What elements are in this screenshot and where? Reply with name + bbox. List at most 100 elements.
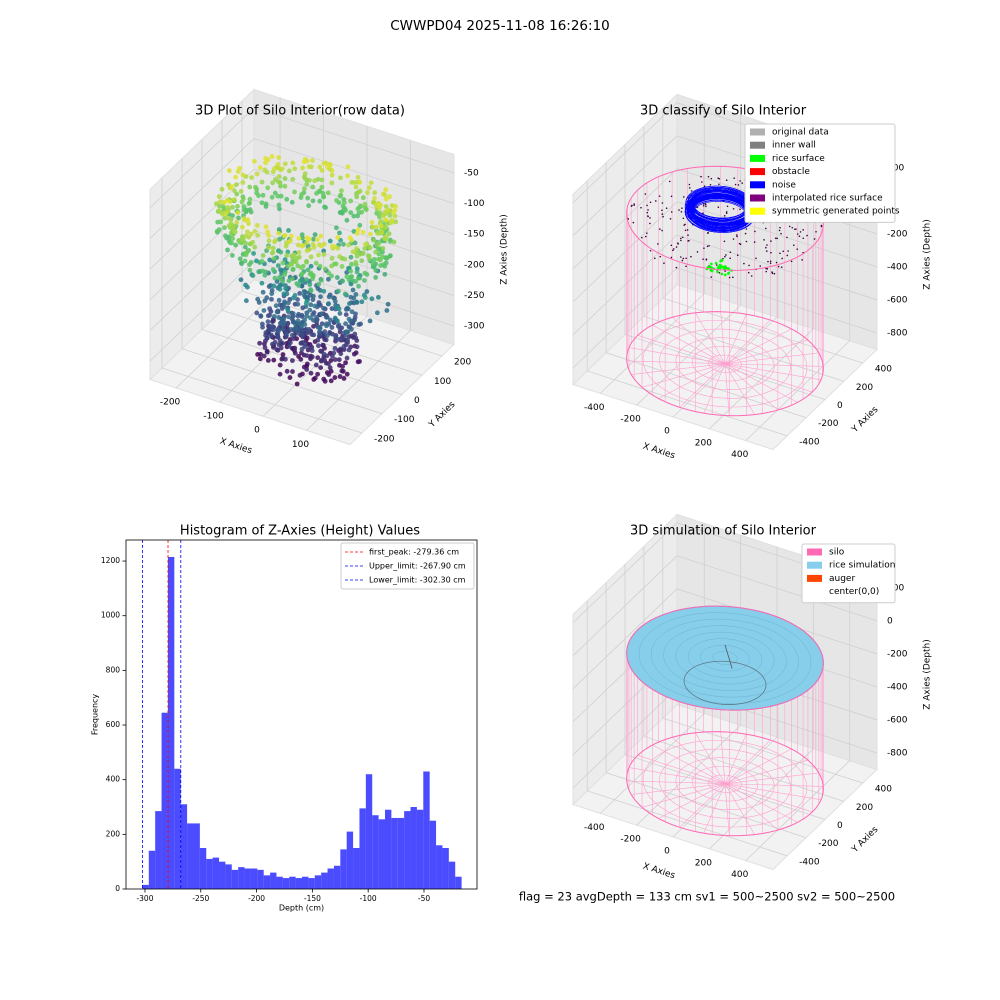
point-cloud-dot <box>270 327 276 333</box>
point-cloud-dot <box>353 335 359 341</box>
point-cloud-dot <box>299 192 304 197</box>
surface-dot <box>769 262 772 264</box>
point-cloud-dot <box>289 199 295 205</box>
legend-label: center(0,0) <box>829 587 879 597</box>
point-cloud-dot <box>280 352 286 357</box>
point-cloud-dot <box>275 193 281 199</box>
point-cloud-dot <box>284 368 290 374</box>
z-tick-label: -50 <box>464 168 479 178</box>
bar <box>321 872 328 889</box>
point-cloud-dot <box>354 344 360 350</box>
bar <box>429 820 437 889</box>
surface-dot <box>787 250 789 252</box>
point-cloud-dot <box>359 258 365 264</box>
surface-dot <box>688 187 691 189</box>
surface-dot <box>685 265 687 268</box>
surface-dot <box>646 204 648 207</box>
point-cloud-dot <box>355 174 361 180</box>
point-cloud-dot <box>285 307 291 312</box>
point-cloud-dot <box>326 361 331 367</box>
point-cloud-dot <box>313 318 319 324</box>
bar <box>391 817 398 889</box>
surface-dot <box>723 215 726 217</box>
x-axis-label: Depth (cm) <box>279 904 324 913</box>
point-cloud-dot <box>233 182 239 188</box>
x-tick-label: -150 <box>304 894 321 903</box>
surface-dot <box>690 190 693 192</box>
axes-3d: -400-2000200400-400-2000200400-800-600-4… <box>572 93 933 461</box>
point-cloud-dot <box>342 256 348 262</box>
surface-dot <box>728 276 731 279</box>
point-cloud-dot <box>287 375 293 380</box>
point-cloud-dot <box>354 246 359 251</box>
point-cloud-dot <box>367 231 373 237</box>
surface-dot <box>719 259 722 263</box>
point-cloud-dot <box>288 327 294 332</box>
surface-dot <box>801 259 803 261</box>
point-cloud-dot <box>311 236 316 242</box>
point-cloud-dot <box>240 236 246 242</box>
bar <box>327 868 334 889</box>
surface-dot <box>718 183 720 186</box>
bar <box>404 811 411 889</box>
bar <box>340 849 347 889</box>
point-cloud-dot <box>348 261 354 267</box>
point-cloud-dot <box>248 231 254 237</box>
y-tick-label: 400 <box>875 365 892 375</box>
surface-dot <box>657 243 659 245</box>
point-cloud-dot <box>312 178 318 184</box>
surface-dot <box>696 251 699 253</box>
grid-line <box>149 138 455 239</box>
point-cloud-dot <box>338 351 344 357</box>
point-cloud-dot <box>269 291 275 296</box>
point-cloud-dot <box>238 277 244 283</box>
z-tick-label: -250 <box>464 291 485 301</box>
point-cloud-dot <box>329 325 335 330</box>
point-cloud-dot <box>282 272 287 278</box>
surface-dot <box>724 273 727 277</box>
point-cloud-dot <box>260 289 266 295</box>
point-cloud-dot <box>351 295 357 301</box>
surface-dot <box>633 203 635 205</box>
point-cloud-dot <box>239 260 244 266</box>
point-cloud-dot <box>334 304 340 310</box>
point-cloud-dot <box>269 194 275 200</box>
legend-label: rice simulation <box>829 561 895 571</box>
point-cloud-dot <box>233 242 238 248</box>
point-cloud-dot <box>240 196 246 202</box>
surface-dot <box>815 230 817 233</box>
x-tick-label: -200 <box>620 835 641 845</box>
silo-floor-spoke <box>720 731 726 784</box>
y-tick-label: 400 <box>106 775 121 784</box>
point-cloud-dot <box>246 247 252 253</box>
legend-swatch <box>807 574 822 582</box>
grid-line <box>624 144 826 400</box>
point-cloud-dot <box>270 341 275 347</box>
bar <box>302 876 309 889</box>
grid-line <box>605 162 807 419</box>
legend-swatch <box>807 548 822 556</box>
point-cloud-dot <box>392 207 398 213</box>
surface-dot <box>770 240 772 242</box>
point-cloud-dot <box>317 263 323 269</box>
point-cloud-dot <box>326 372 332 377</box>
point-cloud-dot <box>352 331 358 337</box>
surface-dot <box>653 257 656 260</box>
y-tick-label: 200 <box>106 829 121 838</box>
axes-3d: -200-1000100-200-1000100200-300-250-200-… <box>149 88 510 456</box>
z-tick-label: -200 <box>464 260 485 270</box>
legend-swatch <box>750 194 765 202</box>
surface-dot <box>794 228 796 231</box>
point-cloud-dot <box>276 342 282 348</box>
surface-dot <box>777 265 780 268</box>
surface-dot <box>802 237 805 240</box>
point-cloud-dot <box>222 199 227 205</box>
surface-dot <box>684 229 687 232</box>
point-cloud-dot <box>317 326 323 332</box>
surface-dot <box>680 210 683 213</box>
point-cloud-dot <box>349 274 355 279</box>
noise-ring <box>691 196 749 227</box>
surface-dot <box>665 207 668 210</box>
point-cloud-dot <box>249 175 254 180</box>
surface-dot <box>778 229 781 232</box>
